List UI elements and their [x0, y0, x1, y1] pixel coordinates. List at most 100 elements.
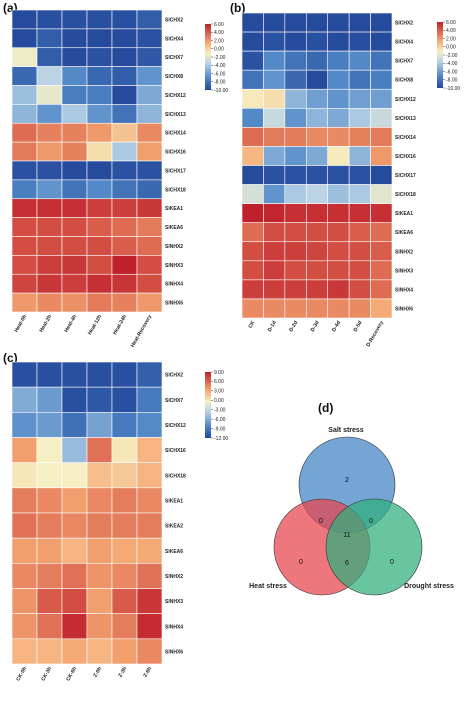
heatmap-cell: [284, 146, 307, 166]
color-scale-tick-label: 2.00: [446, 36, 456, 42]
heatmap-cell: [11, 141, 38, 162]
color-scale-tick-label: -6.00: [446, 69, 458, 75]
heatmap-cell: [327, 184, 350, 204]
column-label: Heat-4h: [64, 314, 79, 333]
heatmap-cell: [61, 66, 88, 86]
column-label: Heat-2h: [39, 314, 54, 333]
heatmap-cell: [61, 512, 88, 539]
heatmap-cell: [36, 588, 63, 614]
heatmap-cell: [241, 279, 264, 300]
heatmap-cell: [36, 273, 63, 294]
heatmap-cell: [348, 69, 371, 90]
heatmap-cell: [327, 31, 350, 52]
color-scale-bar: [437, 22, 443, 88]
color-scale-tick-label: -4.00: [214, 63, 226, 69]
heatmap-cell: [263, 298, 286, 319]
heatmap-cell: [111, 104, 138, 124]
heatmap-cell: [305, 184, 329, 204]
heatmap-cell: [305, 241, 329, 262]
heatmap-cell: [61, 217, 88, 237]
heatmap-cell: [284, 88, 307, 109]
heatmap-cell: [136, 217, 163, 237]
heatmap-cell: [86, 361, 113, 388]
row-label: SlNHX2: [165, 574, 183, 580]
heatmap-cell: [36, 28, 63, 49]
heatmap-cell: [370, 203, 393, 223]
color-scale-tick-label: 4.00: [214, 30, 224, 36]
heatmap-cell: [348, 298, 371, 319]
heatmap-cell: [305, 31, 329, 52]
heatmap-cell: [11, 255, 38, 275]
row-label: SlKEA1: [165, 206, 183, 212]
heatmap-cell: [111, 487, 138, 514]
heatmap-cell: [86, 122, 113, 143]
heatmap-cell: [61, 292, 88, 313]
color-scale-tick-label: 2.00: [214, 38, 224, 44]
color-scale-tick-label: 3.00: [214, 389, 224, 395]
heatmap-cell: [61, 236, 88, 256]
heatmap-cell: [11, 122, 38, 143]
color-scale-tick-label: -2.00: [214, 55, 226, 61]
venn-count: 11: [343, 532, 350, 539]
heatmap-cell: [11, 236, 38, 256]
panel-b: (b) SlCHX2 SlCHX4 SlCHX7 SlCHX8 SlCHX12 SlCHX1…: [230, 1, 460, 348]
set-label: Heat stress: [249, 583, 287, 590]
row-label: SlKEA2: [165, 524, 183, 530]
color-scale-tick-label: -8.00: [214, 80, 226, 86]
heatmap-cell: [263, 203, 286, 223]
heatmap-cell: [284, 203, 307, 223]
panel-a: (a)SlCHX2SlCHX4SlCHX7SlCHX8SlCHX12SlCHX1…: [3, 1, 228, 348]
heatmap-cell: [241, 69, 264, 90]
heatmap-cell: [327, 69, 350, 90]
heatmap-cell: [327, 165, 350, 185]
heatmap-cell: [36, 638, 63, 665]
heatmap-cell: [36, 122, 63, 143]
color-scale-tick-label: 0.00: [446, 45, 456, 51]
heatmap-cell: [370, 69, 393, 90]
heatmap-cell: [111, 361, 138, 388]
heatmap-cell: [86, 613, 113, 640]
column-label: D-2d: [288, 320, 299, 333]
heatmap-cell: [36, 613, 63, 640]
heatmap-cell: [36, 292, 63, 313]
heatmap-cell: [61, 588, 88, 614]
heatmap-cell: [11, 588, 38, 614]
heatmap-cell: [86, 437, 113, 463]
heatmap-cell: [327, 108, 350, 128]
heatmap-cell: [136, 104, 163, 124]
heatmap-cell: [241, 260, 264, 281]
heatmap-cell: [36, 512, 63, 539]
heatmap-cell: [86, 588, 113, 614]
column-label: D-4d: [331, 320, 342, 333]
column-label: CK-6h: [65, 666, 78, 682]
heatmap-cell: [241, 108, 264, 128]
heatmap-cell: [305, 108, 329, 128]
heatmap-cell: [11, 198, 38, 218]
row-label: SlNHX2: [395, 249, 413, 255]
row-label: SlCHX8: [165, 74, 183, 80]
row-label: SlNHX3: [165, 599, 183, 605]
heatmap-cell: [61, 537, 88, 564]
heatmap-cell: [136, 487, 163, 514]
color-scale-tick-label: -6.00: [214, 417, 226, 423]
heatmap-cell: [263, 279, 286, 300]
heatmap-cell: [241, 50, 264, 71]
heatmap-cell: [11, 85, 38, 105]
heatmap-cell: [327, 50, 350, 71]
heatmap-cell: [241, 31, 264, 52]
heatmap-cell: [263, 31, 286, 52]
color-scale-tick-label: -10.00: [446, 86, 460, 92]
column-label: D-5d: [353, 320, 364, 333]
heatmap-cell: [61, 462, 88, 489]
heatmap-cell: [111, 588, 138, 614]
heatmap-cell: [327, 279, 350, 300]
column-label: Heat-24h: [112, 314, 128, 336]
heatmap-cell: [241, 184, 264, 204]
column-label: Z-3h: [118, 666, 129, 678]
color-scale-tick-label: -9.00: [214, 426, 226, 432]
heatmap-cell: [305, 203, 329, 223]
heatmap-cell: [36, 487, 63, 514]
heatmap-cell: [36, 217, 63, 237]
heatmap-cell: [305, 279, 329, 300]
heatmap-cell: [11, 292, 38, 313]
